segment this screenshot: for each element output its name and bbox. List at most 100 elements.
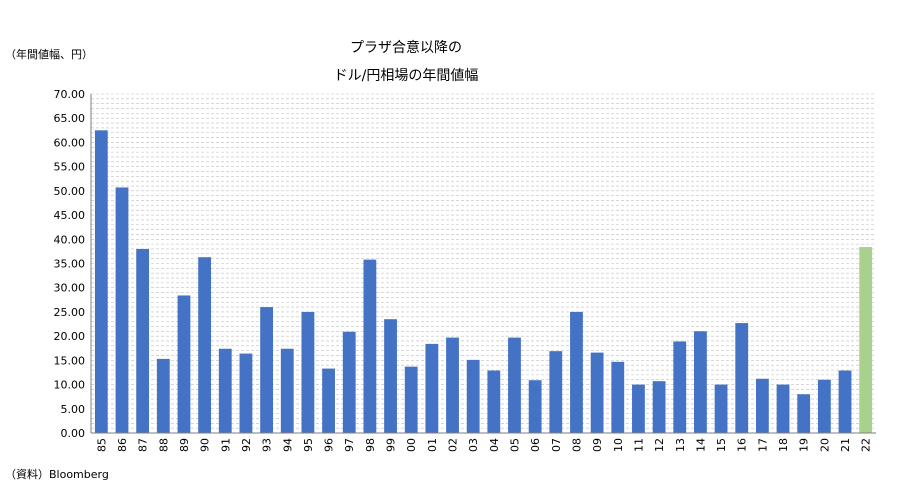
x-tick-label: 93 [261,438,274,452]
bar-97 [342,331,356,433]
bars [94,130,873,434]
x-tick-label: 07 [550,438,563,452]
bar-07 [549,351,563,433]
x-tick-label: 01 [426,438,439,452]
bar-99 [384,319,397,433]
x-tick-label: 04 [488,438,501,452]
y-tick-label: 0.00 [61,427,86,440]
x-tick-label: 08 [570,438,583,452]
x-tick-label: 91 [219,438,232,452]
x-tick-label: 90 [199,438,212,452]
x-tick-label: 12 [653,438,666,452]
y-tick-label: 40.00 [54,233,86,246]
bar-05 [508,337,521,433]
y-unit-label: （年間値幅、円） [5,47,93,61]
bar-21 [838,370,852,433]
bar-03 [466,359,480,433]
y-tick-label: 65.00 [54,112,86,125]
x-tick-label: 11 [632,438,645,452]
y-tick-label: 25.00 [54,306,86,319]
x-tick-label: 96 [323,438,336,452]
x-tick-label: 92 [240,438,253,452]
x-tick-label: 15 [715,438,728,452]
y-tick-label: 50.00 [54,185,86,198]
y-tick-label: 70.00 [54,88,86,101]
x-tick-label: 18 [777,438,790,452]
y-tick-label: 55.00 [54,161,86,174]
x-tick-label: 00 [405,438,418,452]
x-tick-label: 05 [508,438,521,452]
gridlines [91,93,876,429]
bar-19 [797,394,811,433]
bar-06 [528,380,542,433]
bar-11 [632,384,645,433]
x-tick-label: 10 [612,438,625,452]
bar-14 [694,331,707,433]
bar-22 [859,247,873,433]
bar-18 [776,384,790,433]
bar-86 [115,187,129,433]
x-tick-label: 06 [529,438,542,452]
x-tick-label: 99 [385,438,398,452]
x-tick-label: 89 [178,438,191,452]
bar-96 [322,368,335,433]
x-axis-ticks: 85 86 87 88 89 90 91 92 93 94 95 96 97 98 99 00 01 02 03 04… [95,438,872,452]
bar-89 [177,295,191,433]
bar-95 [301,311,315,433]
bar-10 [611,361,625,433]
y-axis-ticks: 0.00 5.00 10.00 15.00 20.00 25.00 30.00 35.00 40… [54,88,86,440]
x-tick-label: 21 [839,438,852,452]
bar-04 [487,370,501,433]
x-tick-label: 02 [447,438,460,452]
x-tick-label: 17 [756,438,769,452]
bar-02 [446,337,459,433]
y-tick-label: 60.00 [54,136,86,149]
x-tick-label: 13 [674,438,687,452]
bar-15 [714,384,728,433]
bar-20 [817,379,831,433]
x-tick-label: 95 [302,438,315,452]
bar-98 [363,259,377,433]
bar-90 [198,257,212,433]
bar-13 [673,341,687,433]
y-tick-label: 15.00 [54,354,86,367]
chart-title-line-2: ドル/円相場の年間値幅 [334,68,479,84]
chart-title-line-1: プラザ合意以降の [350,39,462,56]
x-tick-label: 98 [364,438,377,452]
source-note: （資料）Bloomberg [5,467,109,481]
x-tick-label: 14 [694,438,707,452]
bar-94 [280,348,294,433]
x-tick-label: 19 [798,438,811,452]
x-tick-label: 22 [860,438,873,452]
bar-00 [404,366,418,433]
bar-17 [755,378,769,433]
x-tick-label: 85 [95,438,108,452]
x-tick-label: 88 [157,438,170,452]
bar-93 [260,307,273,433]
x-tick-label: 86 [116,438,129,452]
y-tick-label: 5.00 [61,403,86,416]
y-tick-label: 35.00 [54,258,86,271]
bar-12 [652,381,666,433]
bar-09 [590,352,604,433]
bar-16 [735,323,749,433]
x-tick-label: 20 [818,438,831,452]
y-tick-label: 45.00 [54,209,86,222]
y-tick-label: 10.00 [54,379,86,392]
bar-91 [218,348,232,433]
x-tick-label: 87 [137,438,150,452]
bar-85 [94,130,108,434]
x-tick-label: 09 [591,438,604,452]
y-tick-label: 20.00 [54,330,86,343]
bar-87 [136,248,150,433]
bar-88 [156,358,170,433]
x-tick-label: 16 [736,438,749,452]
bar-92 [239,353,253,433]
bar-08 [570,311,583,433]
x-tick-label: 03 [467,438,480,452]
y-tick-label: 30.00 [54,282,86,295]
x-tick-label: 94 [281,438,294,452]
bar-01 [425,343,439,433]
x-tick-label: 97 [343,438,356,452]
